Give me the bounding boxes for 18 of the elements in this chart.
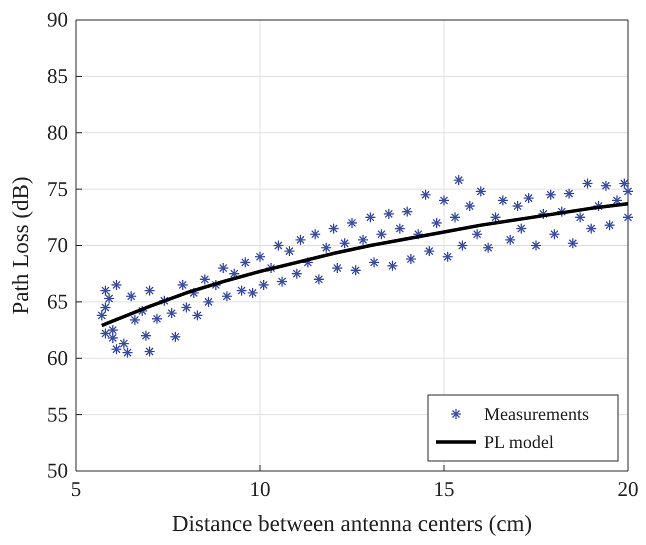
y-axis-title: Path Loss (dB) — [8, 176, 33, 314]
y-tick-label: 65 — [47, 290, 68, 314]
y-tick-label: 80 — [47, 120, 68, 144]
y-tick-label: 85 — [47, 64, 68, 88]
y-tick-label: 60 — [47, 346, 68, 370]
legend-label: Measurements — [484, 404, 589, 424]
y-tick-label: 50 — [47, 458, 68, 483]
y-tick-label: 90 — [47, 8, 68, 32]
x-axis-title: Distance between antenna centers (cm) — [172, 511, 532, 536]
legend-label: PL model — [484, 432, 554, 452]
y-tick-label: 55 — [47, 402, 68, 426]
line-series — [100, 202, 630, 328]
x-tick-label: 20 — [618, 476, 638, 501]
x-tick-label: 5 — [70, 476, 82, 501]
y-tick-label: 70 — [47, 233, 68, 258]
x-tick-label: 10 — [250, 476, 270, 501]
y-tick-label: 75 — [47, 176, 68, 201]
x-tick-label: 15 — [434, 476, 454, 501]
